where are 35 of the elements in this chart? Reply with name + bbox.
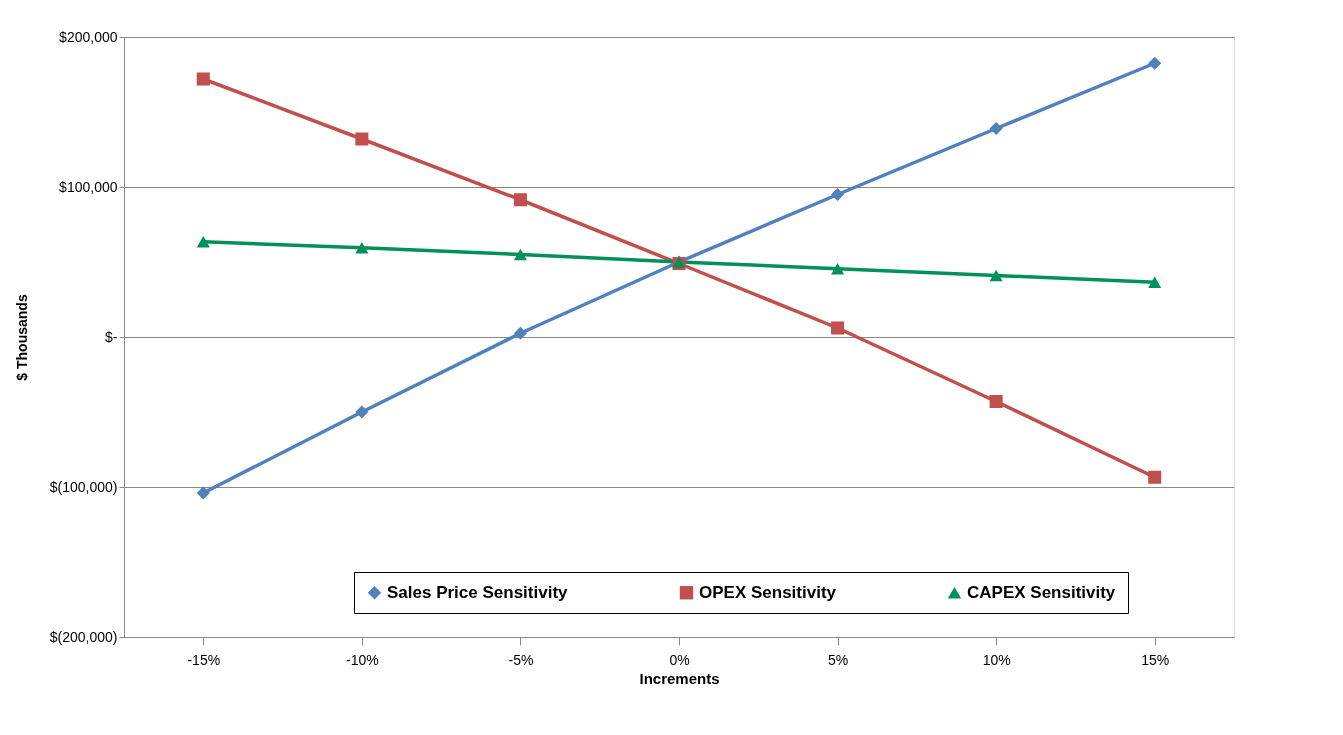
x-axis-title: Increments (639, 669, 720, 687)
point (989, 394, 1003, 409)
y-tick-label: $(100,000) (49, 478, 118, 495)
legend-label: OPEX Sensitivity (699, 582, 837, 602)
point (989, 269, 1003, 282)
x-tick-label: 0% (669, 651, 690, 668)
x-tick-label: 15% (1141, 651, 1170, 668)
point (1148, 56, 1162, 70)
y-axis-title: $ Thousands (13, 294, 30, 381)
point (355, 132, 369, 146)
point (355, 242, 369, 254)
point (831, 321, 845, 335)
x-tick-label: 10% (982, 651, 1011, 668)
y-tick-label: $(200,000) (49, 628, 118, 645)
point (1148, 276, 1162, 288)
y-tick-label: $200,000 (59, 28, 118, 45)
point (513, 326, 527, 340)
point (196, 486, 210, 500)
x-tick-label: 5% (827, 651, 849, 668)
legend-label: CAPEX Sensitivity (967, 582, 1116, 602)
legend-label: Sales Price Sensitivity (387, 582, 569, 602)
point (513, 248, 527, 261)
x-tick-label: -15% (187, 651, 221, 668)
point (831, 263, 845, 275)
point (196, 72, 210, 86)
y-tick-label: $100,000 (59, 178, 118, 195)
point (196, 236, 210, 248)
point (831, 187, 845, 202)
x-tick-label: -10% (346, 651, 379, 668)
point (513, 193, 527, 207)
x-tick-label: -5% (508, 651, 534, 668)
point (355, 405, 369, 419)
point (1148, 470, 1162, 484)
y-tick-label: $- (105, 328, 118, 345)
point (989, 121, 1003, 136)
